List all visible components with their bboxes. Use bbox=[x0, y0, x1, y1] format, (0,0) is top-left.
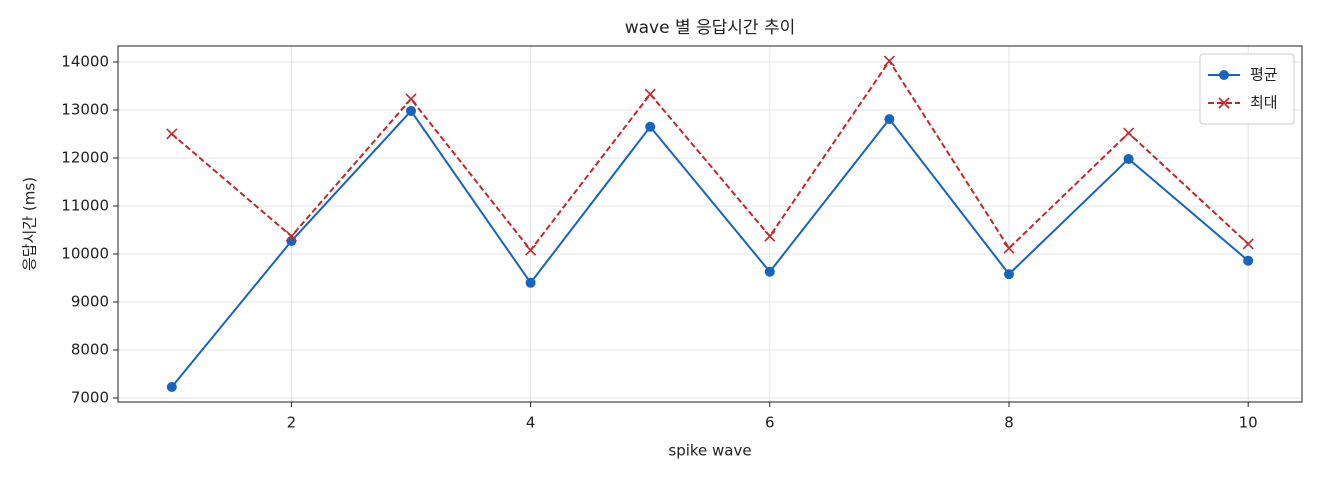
legend-box bbox=[1199, 53, 1295, 125]
marker bbox=[764, 266, 775, 277]
series-line bbox=[171, 109, 1249, 388]
x-tick-label: 2 bbox=[287, 414, 297, 432]
legend-marker bbox=[1218, 97, 1230, 109]
legend-label: 평균 bbox=[1250, 66, 1278, 84]
legend-label: 최대 bbox=[1250, 94, 1278, 112]
chart-title: wave 별 응답시간 추이 bbox=[625, 18, 796, 38]
marker bbox=[1003, 269, 1014, 280]
y-tick-label: 8000 bbox=[71, 341, 109, 359]
marker bbox=[525, 277, 536, 288]
marker bbox=[166, 381, 177, 392]
x-tick-label: 10 bbox=[1239, 414, 1258, 432]
plot-frame bbox=[117, 45, 1303, 403]
marker bbox=[644, 88, 656, 100]
marker bbox=[884, 114, 895, 125]
x-tick-label: 6 bbox=[765, 414, 775, 432]
marker bbox=[883, 55, 895, 67]
y-tick-label: 11000 bbox=[61, 196, 109, 214]
y-tick-label: 13000 bbox=[61, 100, 109, 118]
marker bbox=[645, 121, 656, 132]
marker bbox=[1242, 238, 1254, 250]
x-tick-label: 8 bbox=[1004, 414, 1014, 432]
marker bbox=[166, 128, 178, 140]
marker bbox=[406, 105, 417, 116]
marker bbox=[525, 244, 537, 256]
y-tick-label: 9000 bbox=[71, 293, 109, 311]
marker bbox=[764, 230, 776, 242]
y-tick-label: 12000 bbox=[61, 148, 109, 166]
x-axis-label: spike wave bbox=[668, 442, 751, 460]
legend-marker bbox=[1219, 70, 1229, 80]
x-tick-label: 4 bbox=[526, 414, 536, 432]
marker bbox=[1123, 153, 1134, 164]
marker bbox=[285, 230, 297, 242]
series-line bbox=[171, 59, 1249, 252]
marker bbox=[1243, 255, 1254, 266]
y-axis-label: 응답시간 (ms) bbox=[21, 177, 39, 271]
marker bbox=[405, 93, 417, 105]
y-tick-label: 7000 bbox=[71, 389, 109, 407]
y-tick-label: 10000 bbox=[61, 245, 109, 263]
y-tick-label: 14000 bbox=[61, 52, 109, 70]
marker bbox=[1003, 242, 1015, 254]
marker bbox=[1123, 127, 1135, 139]
